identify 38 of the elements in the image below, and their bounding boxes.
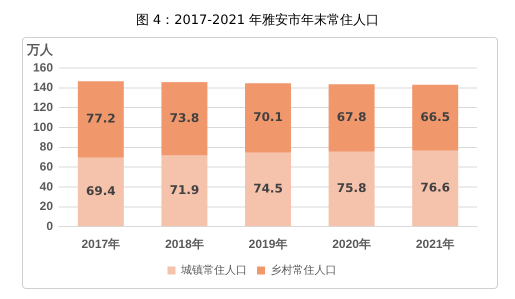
data-label: 76.6 bbox=[420, 180, 450, 195]
y-tick-label: 80 bbox=[40, 140, 54, 154]
x-tick-label: 2017年 bbox=[81, 237, 120, 252]
data-label: 66.5 bbox=[420, 110, 450, 124]
y-axis-title: 万人 bbox=[26, 42, 54, 58]
bar bbox=[328, 84, 375, 152]
legend-label: 乡村常住人口 bbox=[270, 264, 336, 277]
bar bbox=[78, 81, 124, 158]
data-label: 73.8 bbox=[170, 110, 200, 125]
bar bbox=[161, 82, 208, 156]
y-tick-label: 20 bbox=[40, 199, 54, 214]
x-tick-label: 2021年 bbox=[416, 237, 455, 252]
data-label: 67.8 bbox=[336, 110, 366, 124]
y-tick-label: 140 bbox=[32, 80, 54, 94]
x-tick-label: 2018年 bbox=[165, 237, 204, 252]
data-label: 70.1 bbox=[253, 110, 283, 124]
bar bbox=[78, 158, 124, 226]
bar bbox=[412, 84, 458, 151]
bar bbox=[412, 150, 458, 226]
y-tick-label: 160 bbox=[32, 60, 54, 74]
data-label: 71.9 bbox=[170, 182, 200, 197]
bar bbox=[245, 83, 291, 153]
data-label: 69.4 bbox=[86, 184, 116, 198]
y-tick-label: 60 bbox=[40, 159, 54, 174]
bar bbox=[161, 155, 208, 226]
data-label: 75.8 bbox=[336, 180, 366, 195]
data-label: 77.2 bbox=[86, 112, 116, 126]
y-tick-label: 120 bbox=[32, 100, 54, 114]
x-tick-label: 2020年 bbox=[332, 237, 371, 252]
bar bbox=[245, 152, 291, 226]
chart-title: 图 4：2017-2021 年雅安市年末常住人口 bbox=[134, 12, 380, 29]
legend-label: 城镇常住人口 bbox=[180, 264, 247, 277]
y-tick-label: 100 bbox=[32, 120, 54, 134]
y-tick-label: 40 bbox=[40, 179, 54, 194]
bar bbox=[328, 151, 375, 226]
y-tick-label: 0 bbox=[46, 218, 54, 233]
data-label: 74.5 bbox=[253, 182, 283, 196]
x-tick-label: 2019年 bbox=[248, 237, 288, 252]
